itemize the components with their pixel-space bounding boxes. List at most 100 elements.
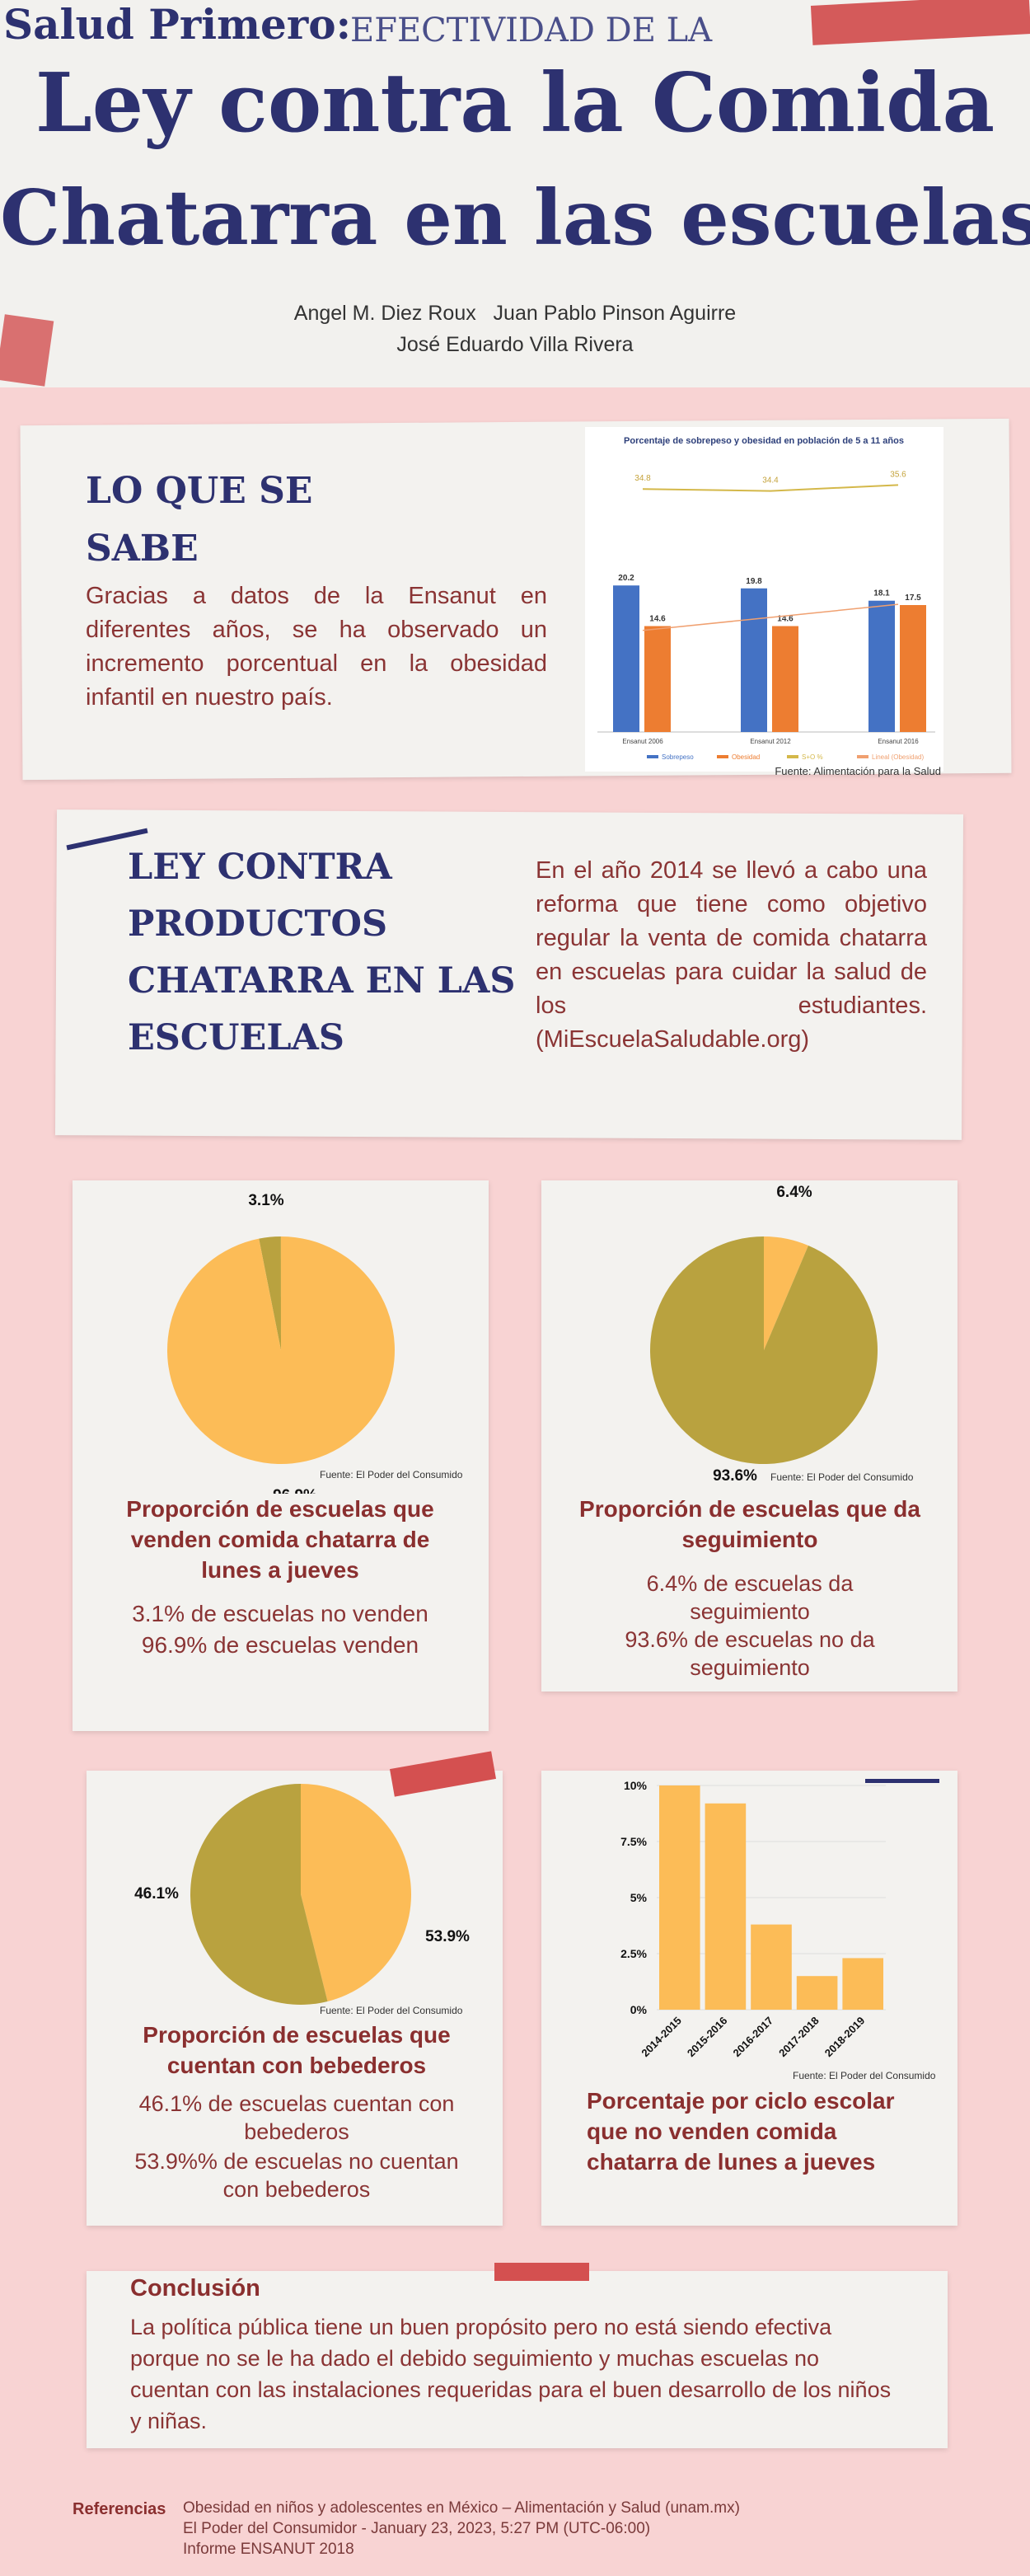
cycle-category-label: 2015-2016 xyxy=(685,2015,730,2060)
obesity-total-label: 34.4 xyxy=(762,476,779,486)
obesity-bar-label: 19.8 xyxy=(746,577,762,586)
obesity-bar-label: 14.6 xyxy=(777,615,794,624)
obesity-total-line xyxy=(642,484,899,492)
cycle-ytick-label: 0% xyxy=(630,2003,648,2016)
obesity-trend-line xyxy=(642,603,899,631)
pie-label: 3.1% xyxy=(248,1192,283,1209)
main-title-line1: Ley contra la Comida xyxy=(35,56,995,151)
obesity-legend-swatch xyxy=(787,755,798,758)
pie-chart-3: 46.1% 53.9% xyxy=(134,1784,470,2005)
decor-torn-red-conclusion xyxy=(494,2263,589,2281)
conclusion-panel xyxy=(87,2271,948,2448)
obesity-total-label: 34.8 xyxy=(634,474,651,483)
card-2-title: Proporción de escuelas que da seguimient… xyxy=(579,1496,920,1552)
obesity-bar-label: 14.6 xyxy=(649,615,666,624)
pie-label: 96.9% xyxy=(273,1487,317,1494)
pie-slice xyxy=(764,1236,809,1350)
obesity-bar-obesidad xyxy=(772,626,798,732)
obesity-chart-source: Fuente: Alimentación para la Salud xyxy=(775,765,941,777)
obesity-bar-sobrepeso xyxy=(613,585,639,732)
cycle-bar xyxy=(751,1924,792,2010)
pie-label: 93.6% xyxy=(713,1467,757,1485)
header-background xyxy=(0,0,1030,387)
card-2-line1: 6.4% de escuelas da seguimiento xyxy=(646,1571,854,1624)
obesity-legend-swatch xyxy=(717,755,728,758)
cycle-category-label: 2014-2015 xyxy=(639,2015,684,2060)
bar-chart-cycles: 0% 2.5% 5% 7.5% 10% 2014-2015 2015-2016 2016-20… xyxy=(620,1779,886,2060)
obesity-legend-label: Obesidad xyxy=(732,753,760,761)
obesity-category-label: Ensanut 2016 xyxy=(878,738,919,745)
header-kicker: EFECTIVIDAD DE LA xyxy=(350,12,713,49)
card-3-line1: 46.1% de escuelas cuentan con bebederos xyxy=(138,2091,455,2144)
obesity-legend-swatch xyxy=(857,755,868,758)
section-known-text: Gracias a datos de la Ensanut en diferen… xyxy=(86,583,547,711)
obesity-total-label: 35.6 xyxy=(890,470,906,479)
cycle-bar xyxy=(842,1958,883,2010)
obesity-category-label: Ensanut 2012 xyxy=(750,738,791,745)
cycle-bar xyxy=(659,1785,700,2010)
card-3-line2: 53.9%% de escuelas no cuentan con bebede… xyxy=(134,2149,459,2202)
card-1-line2: 96.9% de escuelas venden xyxy=(141,1632,419,1658)
pie-label: 46.1% xyxy=(134,1885,179,1903)
pie-slice xyxy=(190,1784,328,2005)
reference-item: Informe ENSANUT 2018 xyxy=(183,2541,354,2558)
obesity-chart: Porcentaje de sobrepeso y obesidad en po… xyxy=(585,427,943,772)
card-4-title: Porcentaje por ciclo escolar que no vend… xyxy=(587,2088,895,2175)
authors-line1: Angel M. Diez Roux Juan Pablo Pinson Agu… xyxy=(293,302,737,325)
card-1-source: Fuente: El Poder del Consumido xyxy=(320,1469,463,1480)
reference-item: Obesidad en niños y adolescentes en Méxi… xyxy=(183,2499,740,2517)
cycle-bar xyxy=(705,1803,747,2010)
cycle-ytick-label: 5% xyxy=(630,1891,648,1904)
obesity-bar-label: 20.2 xyxy=(618,574,634,583)
obesity-legend-label: Lineal (Obesidad) xyxy=(872,753,924,761)
obesity-legend-label: Sobrepeso xyxy=(662,753,694,761)
card-4-source: Fuente: El Poder del Consumido xyxy=(793,2070,936,2081)
card-3-title: Proporción de escuelas que cuentan con b… xyxy=(143,2022,451,2078)
obesity-legend-swatch xyxy=(647,755,658,758)
obesity-bar-label: 17.5 xyxy=(905,594,921,603)
cycle-bar xyxy=(796,1976,838,2010)
section-known-heading-line2: SABE xyxy=(86,528,199,570)
pie-slice xyxy=(259,1236,281,1350)
card-4-panel xyxy=(541,1771,957,2226)
obesity-bar-sobrepeso xyxy=(741,588,767,732)
authors-line2: José Eduardo Villa Rivera xyxy=(396,333,634,356)
pie-slice xyxy=(301,1784,412,2001)
card-3-source: Fuente: El Poder del Consumido xyxy=(320,2005,463,2016)
obesity-bar-label: 18.1 xyxy=(873,589,890,598)
pie-label: 53.9% xyxy=(425,1928,470,1945)
obesity-bar-sobrepeso xyxy=(868,600,895,732)
pie-slice xyxy=(167,1236,396,1464)
pie-label: 6.4% xyxy=(776,1184,812,1201)
law-heading-line: CHATARRA EN LAS xyxy=(128,960,516,1002)
cycle-category-label: 2017-2018 xyxy=(776,2015,822,2060)
law-text: En el año 2014 se llevó a cabo una refor… xyxy=(536,857,927,1053)
law-heading-line: ESCUELAS xyxy=(128,1017,344,1058)
cycle-category-label: 2016-2017 xyxy=(731,2015,776,2060)
pie-chart-1: 3.1% 96.9% xyxy=(167,1192,396,1494)
obesity-bar-obesidad xyxy=(900,605,926,732)
reference-item: El Poder del Consumidor - January 23, 20… xyxy=(183,2520,651,2537)
obesity-category-label: Ensanut 2006 xyxy=(622,738,663,745)
cycle-ytick-label: 2.5% xyxy=(620,1947,647,1960)
decor-navy-card4 xyxy=(865,1779,939,1783)
card-1-line1: 3.1% de escuelas no venden xyxy=(132,1601,428,1626)
obesity-bar-obesidad xyxy=(644,626,671,732)
conclusion-text: La política pública tiene un buen propós… xyxy=(130,2315,892,2433)
obesity-legend-label: S+O % xyxy=(802,753,823,761)
pie-slice xyxy=(650,1236,878,1464)
card-1-title: Proporción de escuelas que venden comida… xyxy=(126,1496,434,1583)
section-known-heading-line1: LO QUE SE xyxy=(86,470,313,512)
references-list: Obesidad en niños y adolescentes en Méxi… xyxy=(183,2498,740,2560)
references-label: Referencias xyxy=(73,2500,166,2518)
law-heading: LEY CONTRA PRODUCTOS CHATARRA EN LAS ESC… xyxy=(128,839,515,1067)
brand-title: Salud Primero: xyxy=(3,0,352,49)
cycle-ytick-label: 7.5% xyxy=(620,1835,647,1848)
law-heading-line: LEY CONTRA xyxy=(128,847,392,888)
law-heading-line: PRODUCTOS xyxy=(128,903,388,945)
card-2-source: Fuente: El Poder del Consumido xyxy=(770,1471,914,1483)
obesity-chart-svg: Porcentaje de sobrepeso y obesidad en po… xyxy=(597,436,935,761)
card-2-line2: 93.6% de escuelas no da seguimiento xyxy=(625,1627,875,1680)
obesity-chart-title: Porcentaje de sobrepeso y obesidad en po… xyxy=(624,436,904,446)
cycle-ytick-label: 10% xyxy=(624,1779,648,1792)
